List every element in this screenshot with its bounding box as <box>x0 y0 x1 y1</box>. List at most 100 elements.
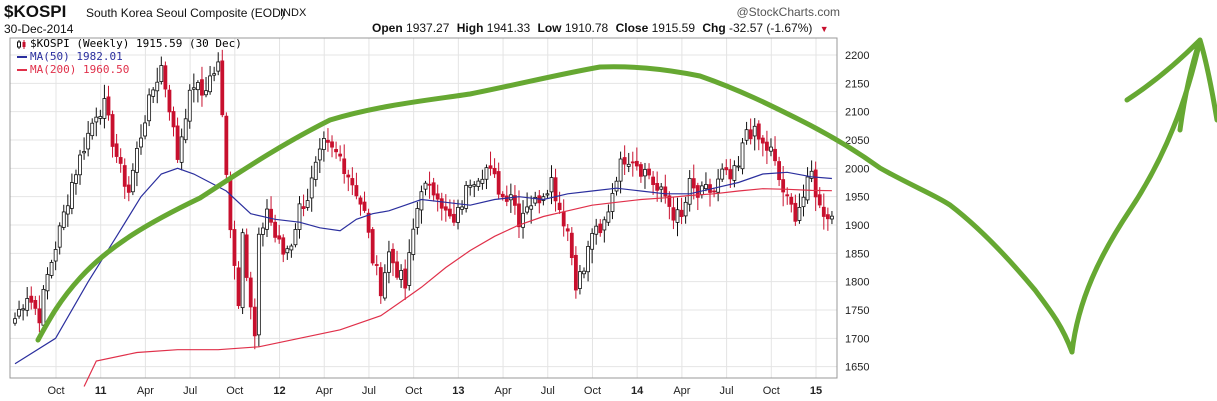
candle-body <box>25 298 30 311</box>
candle-body <box>74 174 78 184</box>
candle-body <box>716 178 721 193</box>
y-tick-label: 1900 <box>845 220 869 232</box>
candle-body <box>171 111 176 128</box>
candle-body <box>468 184 473 188</box>
candle-body <box>151 89 156 97</box>
candle-body <box>29 295 34 303</box>
x-tick-label: Jul <box>541 385 555 397</box>
candle-body <box>334 149 338 153</box>
high-value: 1941.33 <box>486 21 531 35</box>
x-tick-label: Apr <box>494 385 511 397</box>
candle-body <box>321 138 326 150</box>
candle-body <box>122 165 127 187</box>
candle-body <box>391 248 395 264</box>
candle-body <box>781 179 786 193</box>
candle-body <box>659 186 664 190</box>
candle-body <box>825 214 830 220</box>
candle-body <box>342 158 347 174</box>
candle-body <box>354 185 359 197</box>
candle-body <box>98 116 103 119</box>
symbol-description: South Korea Seoul Composite (EOD) <box>86 6 285 20</box>
candle-icon <box>17 39 27 49</box>
x-tick-label: Oct <box>226 385 243 397</box>
candle-body <box>285 248 290 254</box>
x-axis: Oct 11 Apr Jul Oct 12 Apr Jul Oct 13 Apr Jul Oct 14 Ap… <box>47 385 822 397</box>
candle-body <box>549 177 554 193</box>
x-tick-label: Oct <box>763 385 780 397</box>
candle-body <box>602 219 607 231</box>
close-label: Close <box>615 21 649 35</box>
candle-body <box>220 60 225 116</box>
x-tick-label: Jul <box>183 385 197 397</box>
candle-body <box>301 206 306 209</box>
candle-body <box>736 165 741 168</box>
candle-body <box>200 79 204 96</box>
candle-body <box>399 270 404 280</box>
candle-body <box>675 209 680 223</box>
candle-body <box>789 196 794 205</box>
candle-body <box>817 194 822 206</box>
candle-body <box>777 161 781 181</box>
candle-body <box>769 146 773 152</box>
candle-body <box>809 170 814 179</box>
ma200-swatch <box>17 68 27 71</box>
candle-body <box>118 157 123 164</box>
candle-body <box>366 212 371 233</box>
candle-body <box>326 139 330 143</box>
candle-body <box>557 202 562 211</box>
candle-body <box>586 246 590 273</box>
ma50-line <box>14 167 832 365</box>
candle-body <box>256 233 261 336</box>
x-tick-label: Apr <box>316 385 333 397</box>
annotation-forecast-arrow <box>1069 37 1217 355</box>
candle-body <box>167 89 172 113</box>
candle-body <box>443 206 448 211</box>
candle-body <box>224 115 229 175</box>
candle-body <box>573 254 578 291</box>
exchange-label: INDX <box>280 7 307 19</box>
candle-body <box>273 221 278 238</box>
candle-body <box>175 125 180 160</box>
candle-body <box>17 308 21 317</box>
candle-body <box>350 178 355 186</box>
legend-ma50-label: MA(50) 1982.01 <box>30 50 123 63</box>
y-axis: 1650 1700 1750 1800 1850 1900 1950 2000 2050 2100… <box>845 50 869 374</box>
candle-body <box>785 194 790 197</box>
candle-body <box>53 249 58 262</box>
candle-body <box>797 206 802 221</box>
candle-body <box>358 197 363 205</box>
plot-frame <box>9 37 838 379</box>
candle-body <box>415 208 420 228</box>
candle-body <box>269 208 273 223</box>
low-label: Low <box>537 21 562 35</box>
candle-body <box>423 182 428 190</box>
candle-body <box>106 96 111 116</box>
candle-body <box>561 211 566 227</box>
candle-body <box>671 207 676 221</box>
candle-body <box>41 288 46 326</box>
candle-body <box>582 270 586 275</box>
candle-body <box>110 114 115 147</box>
candle-body <box>765 141 769 151</box>
candle-body <box>387 251 391 273</box>
candle-body <box>480 178 485 184</box>
candle-body <box>533 196 538 204</box>
candle-body <box>183 118 188 141</box>
candle-body <box>216 61 221 72</box>
candle-body <box>553 177 558 202</box>
candle-body <box>704 184 708 190</box>
candle-body <box>492 167 497 175</box>
candle-body <box>756 123 761 140</box>
candle-body <box>313 161 318 180</box>
candle-body <box>86 132 91 150</box>
candle-body <box>317 148 322 161</box>
y-tick-label: 2050 <box>845 135 869 147</box>
x-tick-label: Oct <box>405 385 422 397</box>
candle-body <box>102 98 107 119</box>
candle-body <box>139 137 143 148</box>
candle-body <box>90 122 95 137</box>
chart-date: 30-Dec-2014 <box>4 22 74 36</box>
candle-body <box>187 89 192 122</box>
candle-body <box>240 232 245 309</box>
